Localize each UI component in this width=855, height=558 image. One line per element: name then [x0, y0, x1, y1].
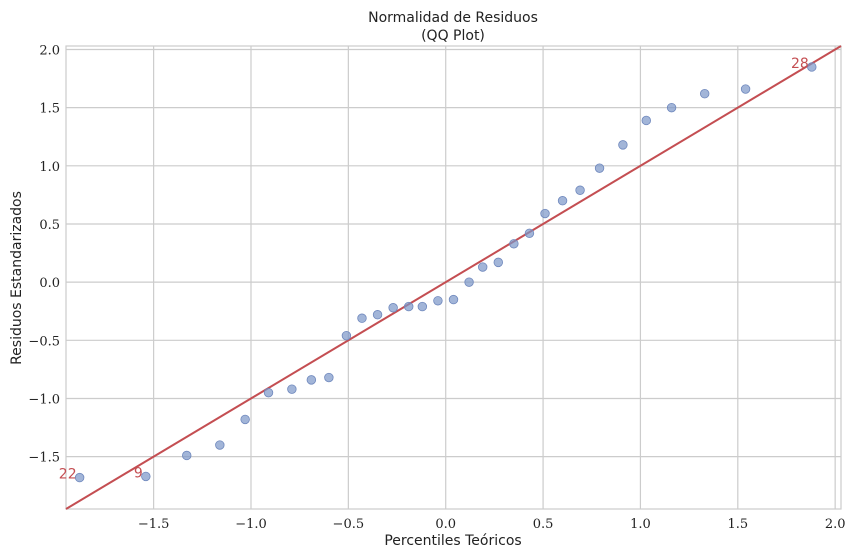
data-point	[263, 387, 274, 398]
x-tick-label: 2.0	[825, 517, 846, 532]
data-point	[215, 440, 225, 450]
data-point	[287, 384, 297, 394]
x-tick-label: 1.5	[727, 517, 748, 532]
y-tick-label: 2.0	[39, 43, 60, 58]
data-point	[493, 257, 503, 268]
tick-layer: −1.5 −1.0 −0.5 0.0 0.5 1.0 1.5 2.0 −1.5 −1.0 −0.5 0…	[28, 43, 845, 532]
data-point	[372, 310, 383, 320]
data-point	[433, 296, 443, 306]
y-axis-label: Residuos Estandarizados	[9, 191, 25, 365]
chart-subtitle: (QQ Plot)	[421, 28, 485, 44]
x-tick-label: −1.5	[138, 517, 170, 532]
data-point	[641, 115, 651, 126]
point-annotation: 9	[134, 465, 143, 481]
x-tick-label: −0.5	[333, 517, 365, 532]
point-layer	[74, 62, 817, 483]
reference-line	[65, 45, 842, 510]
data-point	[306, 375, 317, 385]
data-point	[388, 303, 398, 313]
data-point	[357, 313, 367, 323]
y-tick-label: −1.5	[28, 451, 60, 466]
chart-title: Normalidad de Residuos	[368, 10, 538, 26]
data-point	[74, 472, 85, 483]
data-point	[594, 163, 605, 173]
y-tick-label: −0.5	[28, 334, 60, 349]
y-tick-label: 0.0	[39, 276, 60, 291]
y-tick-label: −1.0	[28, 392, 60, 407]
data-point	[575, 185, 585, 195]
plot-frame	[65, 45, 842, 510]
annotation-layer: 22 9 28	[59, 56, 809, 483]
data-point	[404, 301, 414, 312]
data-point	[417, 301, 428, 312]
y-tick-label: 0.5	[39, 218, 60, 233]
data-point	[341, 330, 352, 341]
data-point	[807, 62, 817, 72]
x-tick-label: −1.0	[235, 517, 267, 532]
data-point	[240, 414, 250, 425]
data-point	[141, 471, 151, 482]
data-point	[478, 262, 488, 272]
point-annotation: 22	[59, 467, 77, 483]
data-point	[699, 88, 710, 99]
data-point	[557, 196, 568, 206]
data-point	[666, 102, 677, 113]
data-point	[448, 294, 459, 305]
x-tick-label: 0.0	[435, 517, 456, 532]
data-point	[324, 372, 334, 383]
data-point	[509, 239, 519, 249]
x-tick-label: 0.5	[533, 517, 554, 532]
x-axis-label: Percentiles Teóricos	[384, 533, 521, 549]
y-tick-label: 1.5	[39, 102, 60, 117]
grid-layer	[66, 46, 841, 509]
data-point	[540, 208, 550, 219]
point-annotation: 28	[791, 56, 809, 72]
data-point	[182, 450, 192, 461]
data-point	[618, 140, 628, 150]
y-tick-label: 1.0	[39, 160, 60, 175]
x-tick-label: 1.0	[630, 517, 651, 532]
data-point	[464, 277, 474, 287]
data-point	[524, 228, 535, 238]
data-point	[740, 84, 751, 94]
